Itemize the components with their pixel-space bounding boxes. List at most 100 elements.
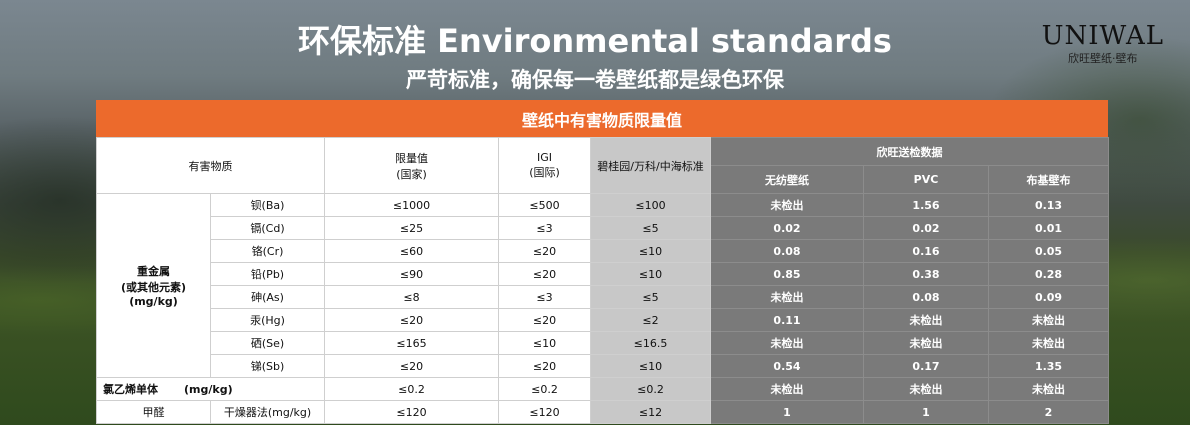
vinyl-chloride-label: 氯乙烯单体 (mg/kg) <box>96 377 325 401</box>
developer-limit: ≤2 <box>590 308 711 332</box>
table-row: 锑(Sb) ≤20 ≤20 ≤10 0.54 0.17 1.35 <box>97 354 1110 378</box>
pvc-value: 未检出 <box>863 308 989 332</box>
national-limit: ≤165 <box>324 331 499 355</box>
nonwoven-value: 0.02 <box>710 216 864 240</box>
nonwoven-value: 0.85 <box>710 262 864 286</box>
developer-limit: ≤100 <box>590 193 711 217</box>
national-limit: ≤1000 <box>324 193 499 217</box>
substance-name: 砷(As) <box>210 285 325 309</box>
substance-name: 钡(Ba) <box>210 193 325 217</box>
igi-limit: ≤500 <box>498 193 591 217</box>
igi-limit: ≤10 <box>498 331 591 355</box>
pvc-value: 0.38 <box>863 262 989 286</box>
national-limit: ≤90 <box>324 262 499 286</box>
igi-limit: ≤20 <box>498 308 591 332</box>
header-igi-text: IGI (国际) <box>529 151 560 179</box>
national-limit: ≤25 <box>324 216 499 240</box>
header-fabric: 布基壁布 <box>987 165 1110 194</box>
nonwoven-value: 0.54 <box>710 354 864 378</box>
fabric-value: 2 <box>987 400 1110 424</box>
fabric-value: 未检出 <box>987 308 1110 332</box>
fabric-value: 0.09 <box>987 285 1110 309</box>
header-national: 限量值 (国家) <box>324 137 499 194</box>
pvc-value: 1.56 <box>863 193 989 217</box>
igi-limit: ≤3 <box>498 285 591 309</box>
developer-limit: ≤10 <box>590 354 711 378</box>
national-limit: ≤0.2 <box>324 377 499 401</box>
table-row: 硒(Se) ≤165 ≤10 ≤16.5 未检出 未检出 未检出 <box>97 331 1110 355</box>
substance-name: 镉(Cd) <box>210 216 325 240</box>
nonwoven-value: 0.08 <box>710 239 864 263</box>
table-row: 镉(Cd) ≤25 ≤3 ≤5 0.02 0.02 0.01 <box>97 216 1110 240</box>
table-row: 甲醛 干燥器法(mg/kg) ≤120 ≤120 ≤12 1 1 2 <box>96 400 1110 424</box>
table-row: 重金属 (或其他元素) (mg/kg) 钡(Ba) ≤1000 ≤500 ≤100 未检出… <box>96 193 1110 378</box>
igi-limit: ≤20 <box>498 354 591 378</box>
pvc-value: 未检出 <box>863 377 989 401</box>
fabric-value: 0.01 <box>987 216 1110 240</box>
pvc-value: 0.17 <box>863 354 989 378</box>
substance-name: 锑(Sb) <box>210 354 325 378</box>
header-developer: 碧桂园/万科/中海标准 <box>590 137 711 194</box>
header-pvc: PVC <box>863 165 989 194</box>
nonwoven-value: 未检出 <box>710 285 864 309</box>
nonwoven-value: 未检出 <box>710 377 864 401</box>
header-substance: 有害物质 <box>96 137 325 194</box>
vinyl-chloride-name: 氯乙烯单体 <box>103 383 158 396</box>
brand-logo: UNIWAL 欣旺壁纸·壁布 <box>1042 22 1164 66</box>
table-title: 壁纸中有害物质限量值 <box>96 100 1108 137</box>
igi-limit: ≤3 <box>498 216 591 240</box>
national-limit: ≤120 <box>324 400 499 424</box>
national-limit: ≤20 <box>324 354 499 378</box>
pvc-value: 0.16 <box>863 239 989 263</box>
fabric-value: 未检出 <box>987 377 1110 401</box>
formaldehyde-name: 甲醛 <box>96 400 211 424</box>
nonwoven-value: 未检出 <box>710 331 864 355</box>
table-row: 铬(Cr) ≤60 ≤20 ≤10 0.08 0.16 0.05 <box>97 239 1110 263</box>
developer-limit: ≤12 <box>590 400 711 424</box>
table-row: 铅(Pb) ≤90 ≤20 ≤10 0.85 0.38 0.28 <box>97 262 1110 286</box>
national-limit: ≤20 <box>324 308 499 332</box>
substance-name: 铅(Pb) <box>210 262 325 286</box>
header-tested-group: 欣旺送检数据 <box>709 137 1110 166</box>
nonwoven-value: 未检出 <box>710 193 864 217</box>
nonwoven-value: 0.11 <box>710 308 864 332</box>
table-row: 氯乙烯单体 (mg/kg) ≤0.2 ≤0.2 ≤0.2 未检出 未检出 未检出 <box>96 377 1110 401</box>
pvc-value: 0.02 <box>863 216 989 240</box>
developer-limit: ≤10 <box>590 262 711 286</box>
developer-limit: ≤5 <box>590 285 711 309</box>
page-title: 环保标准 Environmental standards <box>298 22 892 60</box>
fabric-value: 0.13 <box>987 193 1110 217</box>
fabric-value: 0.05 <box>987 239 1110 263</box>
developer-limit: ≤10 <box>590 239 711 263</box>
table-row: 砷(As) ≤8 ≤3 ≤5 未检出 0.08 0.09 <box>97 285 1110 309</box>
table-row: 汞(Hg) ≤20 ≤20 ≤2 0.11 未检出 未检出 <box>97 308 1110 332</box>
formaldehyde-method: 干燥器法(mg/kg) <box>210 400 325 424</box>
nonwoven-value: 1 <box>710 400 864 424</box>
pvc-value: 1 <box>863 400 989 424</box>
fabric-value: 1.35 <box>987 354 1110 378</box>
igi-limit: ≤0.2 <box>498 377 591 401</box>
developer-limit: ≤0.2 <box>590 377 711 401</box>
header-national-text: 限量值 (国家) <box>395 151 428 181</box>
page-subtitle: 严苛标准，确保每一卷壁纸都是绿色环保 <box>406 68 784 92</box>
substance-name: 硒(Se) <box>210 331 325 355</box>
substance-name: 汞(Hg) <box>210 308 325 332</box>
igi-limit: ≤20 <box>498 262 591 286</box>
brand-name: UNIWAL <box>1041 21 1164 51</box>
header-nonwoven: 无纺壁纸 <box>710 165 864 194</box>
developer-limit: ≤16.5 <box>590 331 711 355</box>
limits-grid: 有害物质 限量值 (国家) IGI (国际) 碧桂园/万科/中海标准 欣旺送检数… <box>96 137 1110 424</box>
igi-limit: ≤120 <box>498 400 591 424</box>
pvc-value: 未检出 <box>863 331 989 355</box>
national-limit: ≤8 <box>324 285 499 309</box>
limits-table: 壁纸中有害物质限量值 有害物质 限量值 (国家) IGI (国际) 碧桂园/万科… <box>96 100 1110 424</box>
fabric-value: 0.28 <box>987 262 1110 286</box>
developer-limit: ≤5 <box>590 216 711 240</box>
brand-tagline: 欣旺壁纸·壁布 <box>1068 52 1138 65</box>
pvc-value: 0.08 <box>863 285 989 309</box>
substance-name: 铬(Cr) <box>210 239 325 263</box>
national-limit: ≤60 <box>324 239 499 263</box>
vinyl-chloride-unit: (mg/kg) <box>184 383 233 396</box>
header-igi: IGI (国际) <box>498 137 591 194</box>
heavy-metal-group-label: 重金属 (或其他元素) (mg/kg) <box>96 193 211 378</box>
